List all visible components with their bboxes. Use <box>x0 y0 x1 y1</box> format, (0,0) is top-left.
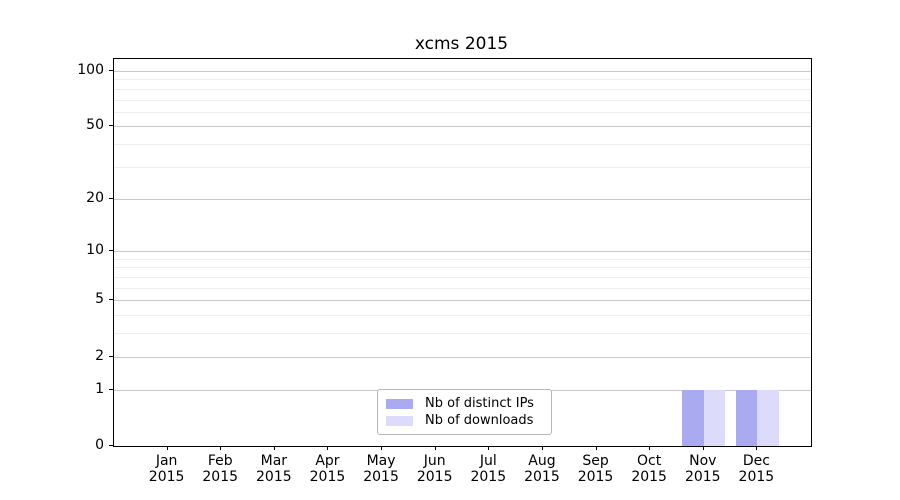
y-tick-mark <box>109 197 113 199</box>
y-gridline-minor <box>114 166 811 168</box>
x-tick-label: Sep 2015 <box>577 453 614 485</box>
y-tick-mark <box>109 355 113 357</box>
y-tick-mark <box>109 69 113 71</box>
y-gridline-minor <box>114 267 811 269</box>
x-tick-mark <box>702 446 704 450</box>
x-tick-mark <box>595 446 597 450</box>
y-gridline-minor <box>114 333 811 335</box>
x-tick-mark <box>327 446 329 450</box>
x-tick-mark <box>649 446 651 450</box>
y-tick-label: 1 <box>95 380 104 397</box>
y-gridline-major <box>114 126 811 128</box>
x-tick-label: Jan 2015 <box>148 453 185 485</box>
y-tick-label: 50 <box>86 117 104 134</box>
x-tick-label: Jun 2015 <box>416 453 453 485</box>
x-tick-mark <box>381 446 383 450</box>
bar-distinct-ips <box>735 389 758 446</box>
y-gridline-minor <box>114 287 811 289</box>
y-gridline-minor <box>114 88 811 90</box>
y-gridline-minor <box>114 258 811 260</box>
bar-downloads <box>703 389 726 446</box>
x-tick-mark <box>434 446 436 450</box>
chart-title: xcms 2015 <box>414 34 509 54</box>
x-tick-mark <box>488 446 490 450</box>
y-gridline-minor <box>114 315 811 317</box>
y-tick-label: 100 <box>77 61 104 78</box>
x-tick-label: Jul 2015 <box>470 453 507 485</box>
y-gridline-minor <box>114 99 811 101</box>
y-tick-label: 5 <box>95 291 104 308</box>
x-tick-mark <box>166 446 168 450</box>
plot-area <box>113 58 812 447</box>
x-tick-mark <box>756 446 758 450</box>
x-tick-label: Aug 2015 <box>524 453 560 485</box>
x-tick-label: May 2015 <box>363 453 399 485</box>
y-gridline-major <box>114 70 811 72</box>
y-gridline-minor <box>114 277 811 278</box>
y-tick-label: 10 <box>86 242 104 259</box>
bar-downloads <box>757 389 779 446</box>
y-tick-mark <box>109 445 113 446</box>
y-gridline-minor <box>114 111 811 113</box>
y-gridline-major <box>114 356 811 358</box>
y-tick-label: 20 <box>86 189 104 206</box>
y-tick-label: 2 <box>95 347 104 364</box>
legend-swatch <box>386 398 413 409</box>
legend-label: Nb of distinct IPs <box>425 396 534 411</box>
y-gridline-major <box>114 251 811 253</box>
x-tick-label: Nov 2015 <box>684 453 721 485</box>
legend-label: Nb of downloads <box>425 413 534 428</box>
legend-swatch <box>386 415 413 426</box>
legend-item: Nb of downloads <box>386 413 542 429</box>
y-tick-label: 0 <box>95 437 104 453</box>
x-tick-mark <box>220 446 222 450</box>
legend-item: Nb of distinct IPs <box>386 396 542 412</box>
bar-distinct-ips <box>682 389 704 446</box>
x-tick-label: Mar 2015 <box>256 453 292 485</box>
y-tick-mark <box>109 125 113 127</box>
x-tick-label: Apr 2015 <box>309 453 346 485</box>
legend: Nb of distinct IPs Nb of downloads <box>377 389 552 435</box>
x-tick-label: Dec 2015 <box>738 453 775 485</box>
y-gridline-major <box>114 198 811 200</box>
y-tick-mark <box>109 388 113 390</box>
x-tick-mark <box>541 446 543 450</box>
x-tick-label: Oct 2015 <box>631 453 667 485</box>
y-gridline-major <box>114 300 811 302</box>
y-tick-mark <box>109 250 113 252</box>
y-gridline-minor <box>114 144 811 146</box>
x-tick-mark <box>273 446 275 450</box>
y-gridline-minor <box>114 79 811 81</box>
y-tick-mark <box>109 299 113 301</box>
x-tick-label: Feb 2015 <box>202 453 239 485</box>
